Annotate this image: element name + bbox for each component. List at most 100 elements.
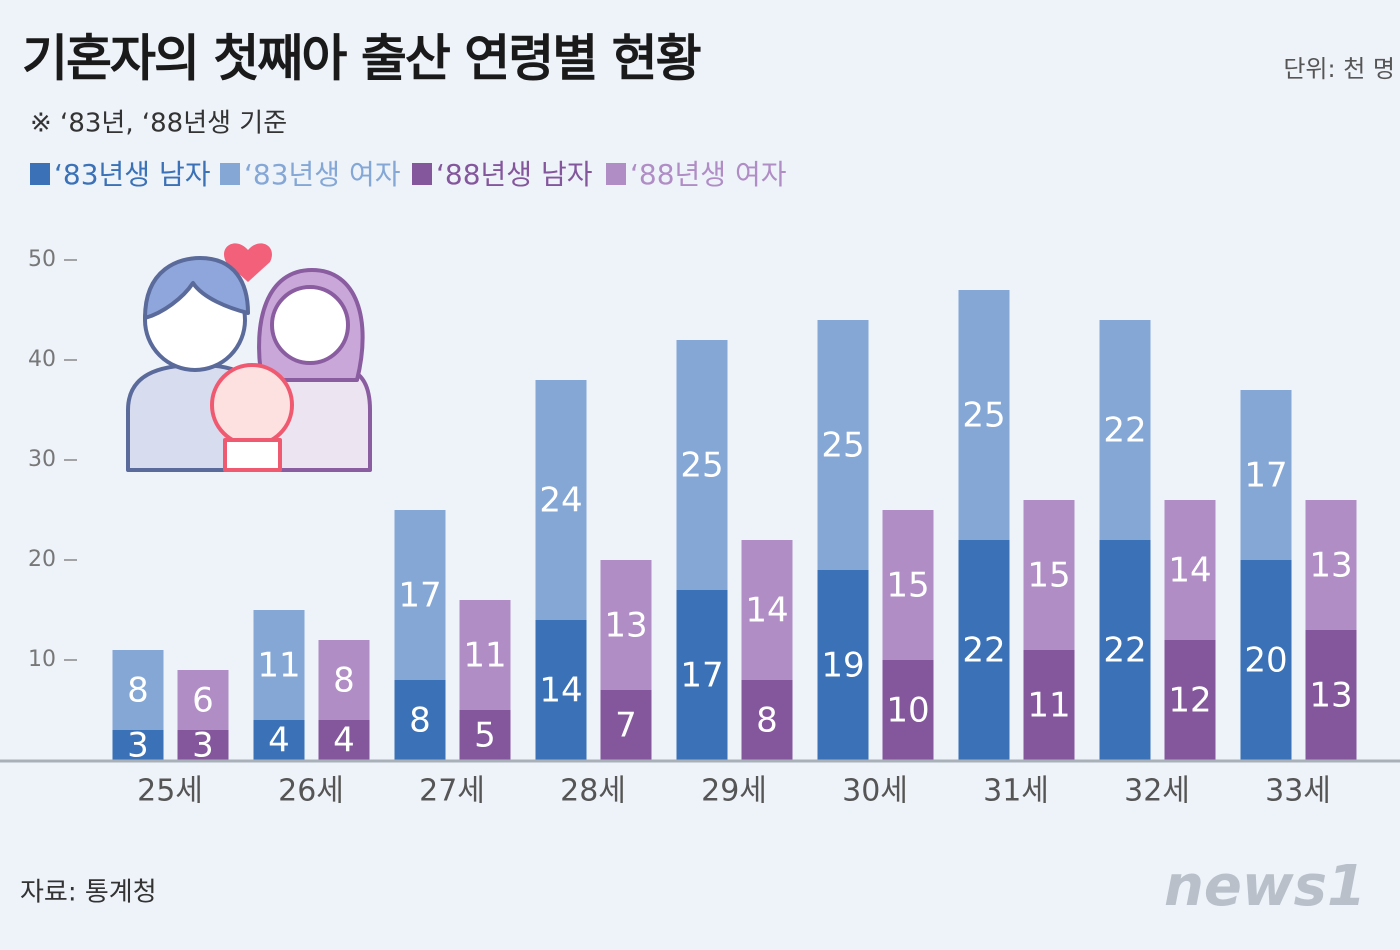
value-label: 13 [1309,676,1352,716]
y-tick-label: 50 [28,247,56,272]
value-label: 8 [756,701,778,741]
y-tick-label: 30 [28,447,56,472]
bar-segment [394,510,446,680]
value-label: 13 [604,606,647,646]
value-label: 13 [1309,546,1352,586]
bar-segment [676,340,728,590]
bar-segment [817,570,869,760]
bar-segment [1099,540,1151,760]
x-tick-label: 31세 [983,774,1049,809]
bar-segment [741,680,793,760]
legend-swatch [606,163,626,185]
x-tick-label: 26세 [278,774,344,809]
value-label: 3 [127,726,149,766]
bar-segment [1023,500,1075,650]
bar-segment [1305,630,1357,760]
bar-segment [253,610,305,720]
value-label: 7 [615,706,637,746]
value-label: 6 [192,681,214,721]
bar-segment [882,510,934,660]
legend-swatch [220,163,240,185]
value-label: 15 [886,566,929,606]
bar-segment [600,560,652,690]
value-label: 11 [257,646,300,686]
bar-segment [1023,650,1075,760]
bar-segment [318,720,370,760]
bar-segment [535,380,587,620]
value-label: 14 [1168,551,1211,591]
legend-swatch [412,163,432,185]
value-label: 8 [127,671,149,711]
value-label: 12 [1168,681,1211,721]
legend-label: ‘83년생 남자 [54,158,210,191]
bar-segment [676,590,728,760]
value-label: 22 [1103,411,1146,451]
value-label: 17 [1244,456,1287,496]
value-label: 4 [333,721,355,761]
bar-segment [459,710,511,760]
bar-segment [1099,320,1151,540]
value-label: 25 [680,446,723,486]
bar-segment [112,650,164,730]
x-tick-label: 27세 [419,774,485,809]
value-label: 22 [962,631,1005,671]
value-label: 3 [192,726,214,766]
bar-segment [459,600,511,710]
logo: news1 [1164,854,1366,919]
legend-swatch [30,163,50,185]
bar-segment [394,680,446,760]
x-tick-label: 33세 [1265,774,1331,809]
x-tick-label: 25세 [137,774,203,809]
subtitle: ※ ‘83년, ‘88년생 기준 [30,109,287,139]
value-label: 22 [1103,631,1146,671]
source: 자료: 통계청 [20,878,157,908]
unit-note: 단위: 천 명 [1283,55,1395,83]
value-label: 14 [539,671,582,711]
legend-label: ‘83년생 여자 [244,158,400,191]
legend-label: ‘88년생 여자 [630,158,786,191]
value-label: 8 [333,661,355,701]
bar-segment [817,320,869,570]
bar-segment [1240,560,1292,760]
x-tick-label: 32세 [1124,774,1190,809]
value-label: 15 [1027,556,1070,596]
bar-segment [112,730,164,760]
bar-segment [318,640,370,720]
bar-segment [1164,500,1216,640]
y-tick-label: 40 [28,347,56,372]
value-label: 20 [1244,641,1287,681]
bar-segment [253,720,305,760]
value-label: 10 [886,691,929,731]
value-label: 17 [680,656,723,696]
bar-segment [882,660,934,760]
bar-segment [1240,390,1292,560]
value-label: 4 [268,721,290,761]
legend-label: ‘88년생 남자 [436,158,592,191]
value-label: 25 [962,396,1005,436]
bar-segment [177,670,229,730]
x-tick-label: 29세 [701,774,767,809]
value-label: 11 [463,636,506,676]
y-tick-label: 10 [28,647,56,672]
value-label: 14 [745,591,788,631]
value-label: 17 [398,576,441,616]
bar-segment [600,690,652,760]
value-label: 11 [1027,686,1070,726]
value-label: 8 [409,701,431,741]
x-tick-label: 28세 [560,774,626,809]
value-label: 24 [539,481,582,521]
y-tick-label: 20 [28,547,56,572]
bar-segment [1305,500,1357,630]
bar-segment [958,540,1010,760]
value-label: 19 [821,646,864,686]
bar-segment [177,730,229,760]
value-label: 5 [474,716,496,756]
chart-title: 기혼자의 첫째아 출산 연령별 현황 [22,30,701,88]
value-label: 25 [821,426,864,466]
x-tick-label: 30세 [842,774,908,809]
bar-segment [741,540,793,680]
illustration [126,243,372,472]
bar-segment [535,620,587,760]
